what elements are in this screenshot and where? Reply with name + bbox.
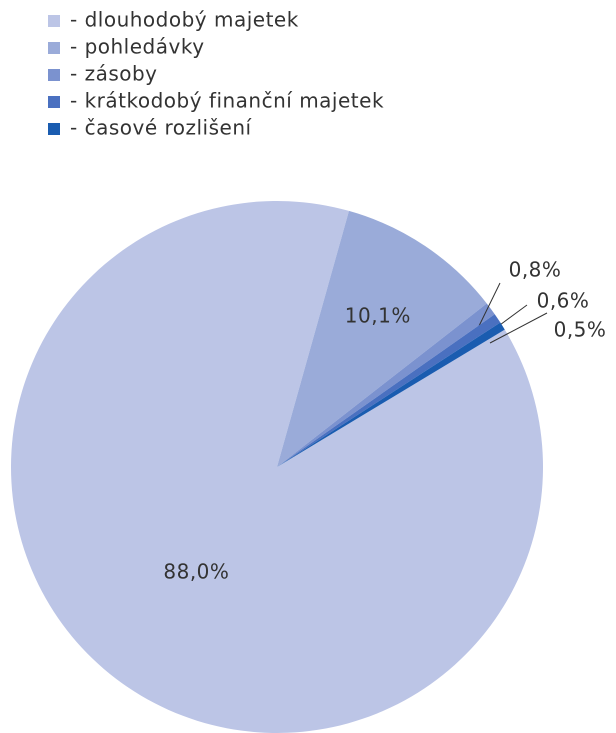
- data-label: 0,6%: [537, 289, 590, 313]
- data-label: 0,8%: [509, 258, 562, 282]
- leader-line: [477, 282, 501, 329]
- legend-swatch: [48, 42, 60, 54]
- leader-line: [489, 312, 548, 344]
- legend-swatch: [48, 69, 60, 81]
- data-label: 0,5%: [554, 318, 607, 342]
- legend-label: - dlouhodobý majetek: [70, 8, 299, 32]
- data-label: 88,0%: [163, 559, 229, 583]
- legend-swatch: [48, 123, 60, 135]
- data-label: 10,1%: [345, 303, 411, 327]
- pie-slice: [277, 314, 501, 467]
- legend-label: - krátkodobý finanční majetek: [70, 89, 384, 113]
- pie-slice: [277, 322, 505, 467]
- pie-slice: [277, 210, 487, 467]
- pie-slice: [277, 303, 495, 467]
- legend-label: - pohledávky: [70, 35, 205, 59]
- pie-slice: [11, 200, 544, 733]
- legend-label: - časové rozlišení: [70, 116, 253, 140]
- legend-label: - zásoby: [70, 62, 158, 86]
- legend-swatch: [48, 96, 60, 108]
- legend-swatch: [48, 15, 60, 27]
